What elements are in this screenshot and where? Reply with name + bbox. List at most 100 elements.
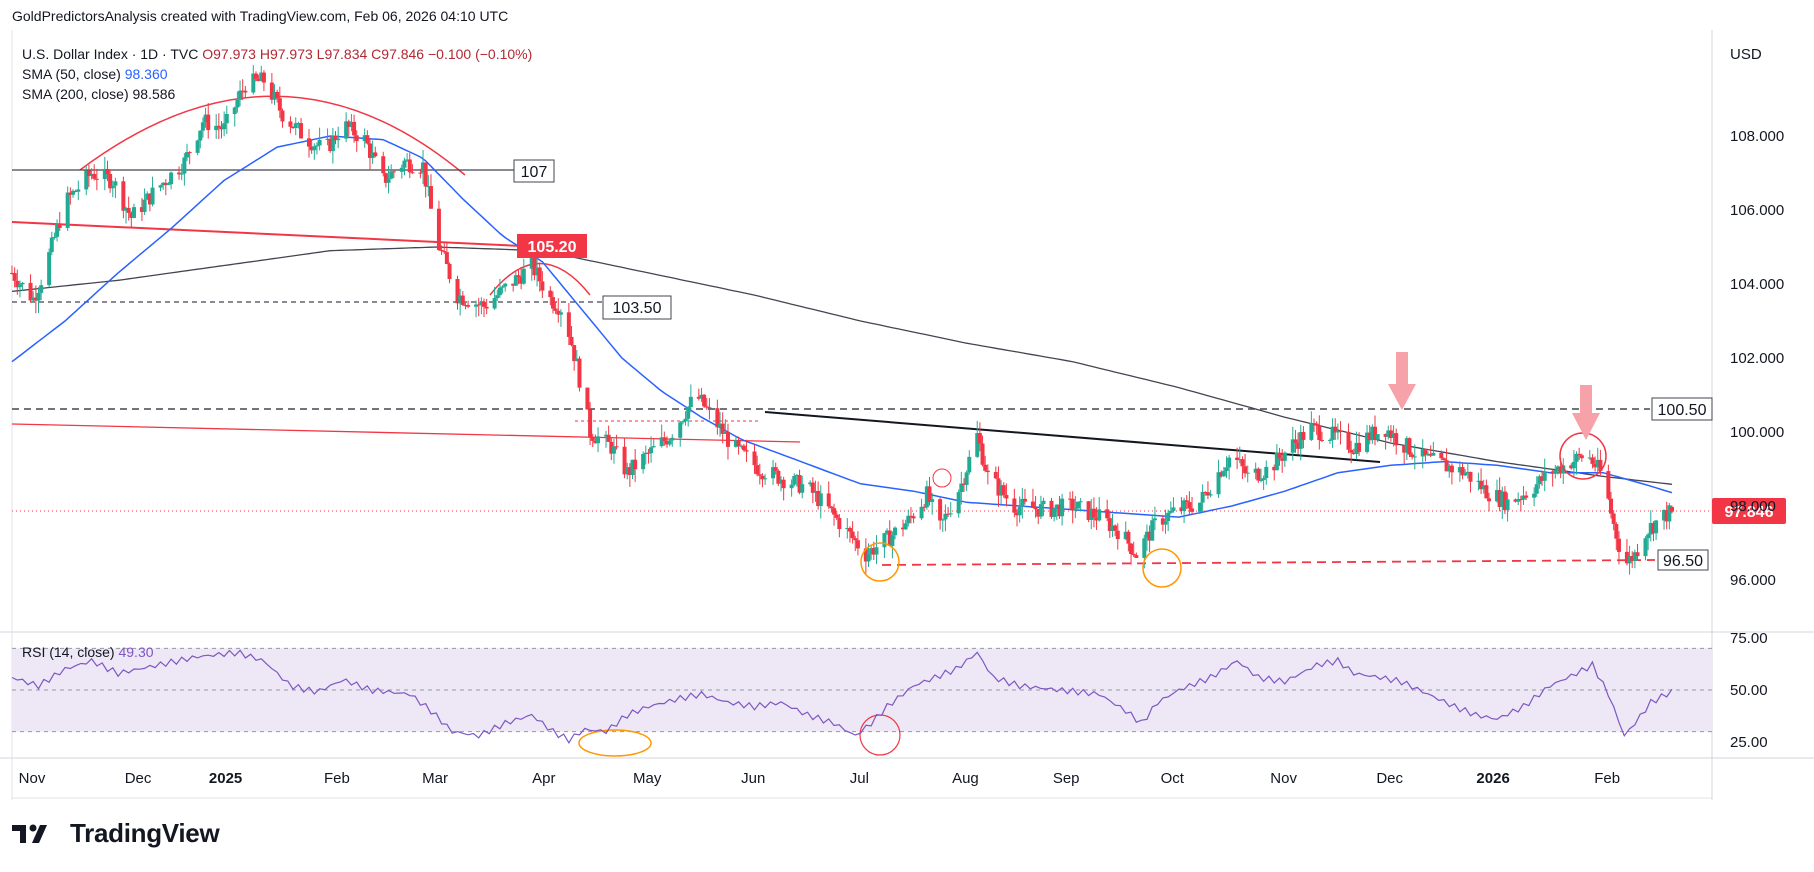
candle (964, 470, 969, 492)
candle (55, 219, 60, 242)
candle (1500, 486, 1505, 520)
candle-body (1089, 508, 1094, 520)
candle-body (1349, 449, 1354, 453)
candle-body (1166, 512, 1171, 522)
candle-body (808, 482, 813, 485)
candle-body (1221, 471, 1226, 477)
candle (643, 445, 648, 465)
candle-body (649, 447, 654, 454)
tradingview-logo[interactable]: TradingView (12, 818, 220, 849)
level-label-105-20: 105.20 (517, 234, 587, 258)
candle-body (1373, 426, 1378, 440)
candle-body (1391, 433, 1396, 438)
candle (240, 79, 245, 101)
candle (1272, 464, 1277, 481)
candle (1237, 446, 1242, 464)
candle (147, 193, 152, 212)
x-tick-label: Dec (125, 770, 152, 787)
candle (447, 262, 452, 284)
candle (725, 423, 730, 460)
candle (370, 140, 375, 164)
candle (1534, 476, 1539, 497)
candle-body (20, 282, 25, 285)
candle (235, 91, 240, 113)
legend-sma50-row: SMA (50, close) 98.360 (22, 64, 532, 84)
candle-body (1261, 478, 1266, 481)
rounding-top-arc (79, 95, 466, 176)
candle (519, 266, 524, 290)
candle-body (198, 130, 203, 141)
candle-body (1449, 465, 1454, 473)
candle (763, 474, 768, 485)
candle-body (76, 189, 81, 192)
svg-text:100.50: 100.50 (1658, 402, 1707, 419)
x-tick-label: Sep (1053, 770, 1080, 787)
candle (129, 211, 134, 229)
svg-text:103.50: 103.50 (613, 300, 662, 317)
chart-attribution: GoldPredictorsAnalysis created with Trad… (12, 8, 509, 24)
candle (328, 136, 333, 153)
currency-label: USD (1730, 46, 1762, 63)
candle-body (1410, 454, 1415, 457)
candle (550, 291, 555, 314)
candle (688, 384, 693, 413)
candle-body (1404, 438, 1409, 453)
candle-body (733, 440, 738, 447)
candle (664, 436, 669, 448)
candle (577, 356, 582, 392)
candle (906, 509, 911, 527)
candle-body (511, 283, 516, 286)
candle-body (1484, 485, 1489, 499)
level-label-103-50: 103.50 (602, 295, 672, 320)
candle-body (495, 295, 500, 299)
candle (1410, 452, 1415, 460)
candle-body (1521, 495, 1526, 500)
candle (92, 164, 97, 181)
candle (641, 451, 646, 474)
candle-body (1386, 430, 1391, 437)
candle (792, 473, 797, 487)
small-red-circle (932, 468, 952, 488)
candle (1261, 475, 1266, 491)
candle (1203, 491, 1208, 496)
candle (423, 162, 428, 198)
candle-body (1237, 459, 1242, 461)
candle (1182, 497, 1187, 524)
candle-body (760, 475, 765, 480)
candle (1609, 491, 1614, 519)
candle-body (1375, 434, 1380, 440)
candle-body (977, 433, 982, 444)
candle-body (1351, 452, 1356, 454)
candle-body (1579, 455, 1584, 459)
candle-body (1590, 457, 1595, 464)
candle-body (736, 440, 741, 446)
candle-body (1431, 452, 1436, 456)
candle (253, 71, 258, 82)
candle (1540, 470, 1545, 486)
candle-body (1312, 423, 1317, 425)
candle-body (863, 548, 868, 562)
candle (466, 300, 471, 309)
candle-body (1609, 498, 1614, 514)
candle-body (1550, 471, 1555, 474)
candle (476, 297, 481, 317)
candle (455, 275, 460, 310)
candle (569, 326, 574, 347)
candle-body (1030, 501, 1035, 508)
candle (855, 531, 860, 556)
candle-body (1463, 472, 1468, 476)
candle-body (975, 433, 980, 457)
candle-body (362, 135, 367, 142)
candle (1479, 468, 1484, 495)
candle-body (428, 186, 433, 209)
candle (309, 139, 314, 154)
candle-body (1365, 432, 1370, 452)
candle (52, 232, 57, 240)
candle (771, 459, 776, 485)
candle-body (659, 437, 664, 447)
candle-body (569, 336, 574, 346)
candle (1386, 425, 1391, 440)
candle-body (1643, 538, 1648, 557)
candle (707, 398, 712, 420)
